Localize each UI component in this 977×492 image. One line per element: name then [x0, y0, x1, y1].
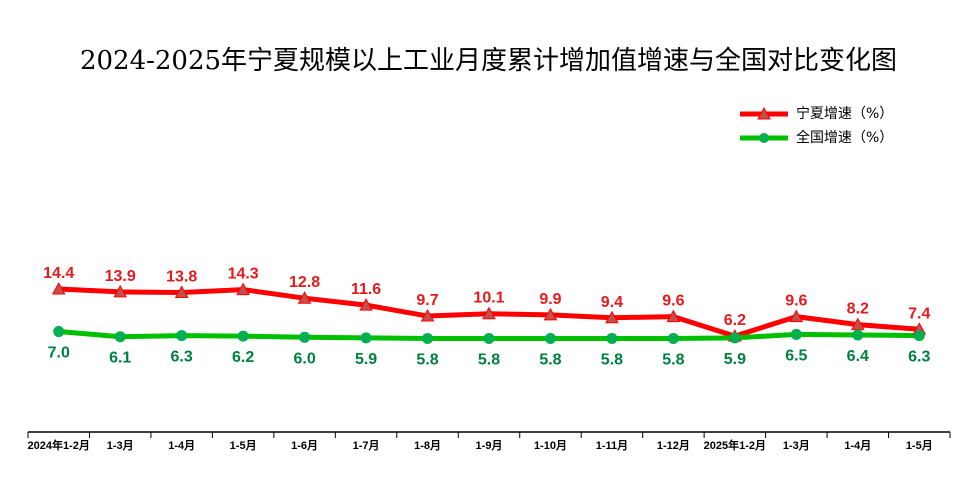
data-point	[852, 329, 864, 341]
data-point	[913, 330, 925, 342]
data-point	[667, 332, 679, 344]
data-label: 9.6	[662, 293, 684, 310]
data-label: 9.7	[416, 292, 438, 309]
legend-item-national: 全国增速（%）	[738, 127, 893, 147]
data-label: 6.4	[847, 348, 869, 365]
data-point	[297, 291, 312, 304]
data-point	[544, 332, 556, 344]
x-tick-label: 1-12月	[657, 439, 690, 452]
data-point	[482, 306, 496, 320]
data-point	[51, 281, 66, 295]
data-point	[790, 328, 802, 340]
data-label: 11.6	[351, 281, 381, 298]
data-label: 7.0	[48, 345, 70, 362]
x-tick-label: 1-11月	[596, 439, 628, 452]
x-tick-label: 1-5月	[230, 439, 257, 452]
data-point	[236, 282, 250, 296]
data-label: 13.9	[105, 268, 136, 285]
data-label: 5.8	[478, 351, 500, 368]
x-tick-label: 1-3月	[107, 439, 134, 452]
x-tick-label: 1-10月	[534, 439, 567, 452]
data-label: 5.8	[416, 351, 438, 368]
data-label: 9.6	[785, 293, 807, 310]
data-label: 14.3	[228, 266, 259, 283]
data-label: 5.8	[662, 351, 684, 368]
data-point	[420, 308, 435, 322]
chart-title: 2024-2025年宁夏规模以上工业月度累计增加值增速与全国对比变化图	[79, 46, 898, 76]
data-label: 13.8	[166, 268, 197, 285]
data-label: 6.3	[171, 349, 193, 366]
data-point	[53, 326, 65, 338]
legend-label-ningxia: 宁夏增速（%）	[796, 106, 894, 122]
data-label: 5.8	[539, 351, 561, 368]
data-point	[789, 309, 804, 323]
data-point	[422, 332, 434, 344]
data-label: 8.2	[847, 301, 869, 318]
x-tick-label: 1-9月	[476, 439, 503, 452]
data-label: 5.9	[355, 351, 377, 368]
x-tick-label: 1-3月	[783, 439, 810, 452]
data-label: 9.9	[539, 291, 561, 308]
data-label: 6.2	[232, 349, 254, 366]
data-point	[113, 284, 128, 298]
data-label: 6.2	[724, 312, 746, 329]
data-label: 12.8	[289, 274, 320, 291]
data-point	[666, 309, 681, 323]
x-tick-label: 2025年1-2月	[704, 438, 766, 452]
data-point	[176, 330, 188, 342]
data-label: 6.0	[293, 350, 315, 367]
x-tick-label: 1-6月	[291, 439, 318, 452]
data-label: 6.3	[908, 349, 930, 366]
data-point	[729, 332, 741, 344]
data-point	[114, 331, 126, 343]
legend-label-national: 全国增速（%）	[796, 130, 894, 146]
x-tick-label: 1-7月	[353, 439, 380, 452]
x-tick-label: 1-4月	[844, 439, 871, 452]
data-point	[543, 307, 558, 321]
x-tick-label: 2024年1-2月	[28, 438, 90, 452]
data-point	[359, 298, 373, 311]
legend-swatch-ningxia	[740, 106, 788, 120]
legend-item-ningxia: 宁夏增速（%）	[738, 103, 893, 123]
data-label: 6.5	[785, 347, 807, 364]
data-label: 14.4	[43, 265, 74, 282]
x-tick-label: 1-5月	[906, 439, 933, 452]
x-tick-label: 1-4月	[168, 439, 195, 452]
legend-swatch-national	[740, 133, 788, 143]
data-label: 6.1	[109, 350, 131, 367]
data-point	[299, 331, 311, 343]
data-point	[605, 310, 619, 324]
data-point	[483, 332, 495, 344]
data-label: 9.4	[601, 294, 623, 311]
data-label: 10.1	[473, 290, 504, 307]
data-label: 5.9	[724, 351, 746, 368]
data-point	[606, 332, 618, 344]
data-label: 7.4	[908, 305, 930, 322]
data-point	[237, 330, 249, 342]
data-point	[360, 332, 372, 344]
x-tick-label: 1-8月	[414, 439, 441, 452]
data-label: 5.8	[601, 351, 623, 368]
data-point	[174, 285, 189, 298]
